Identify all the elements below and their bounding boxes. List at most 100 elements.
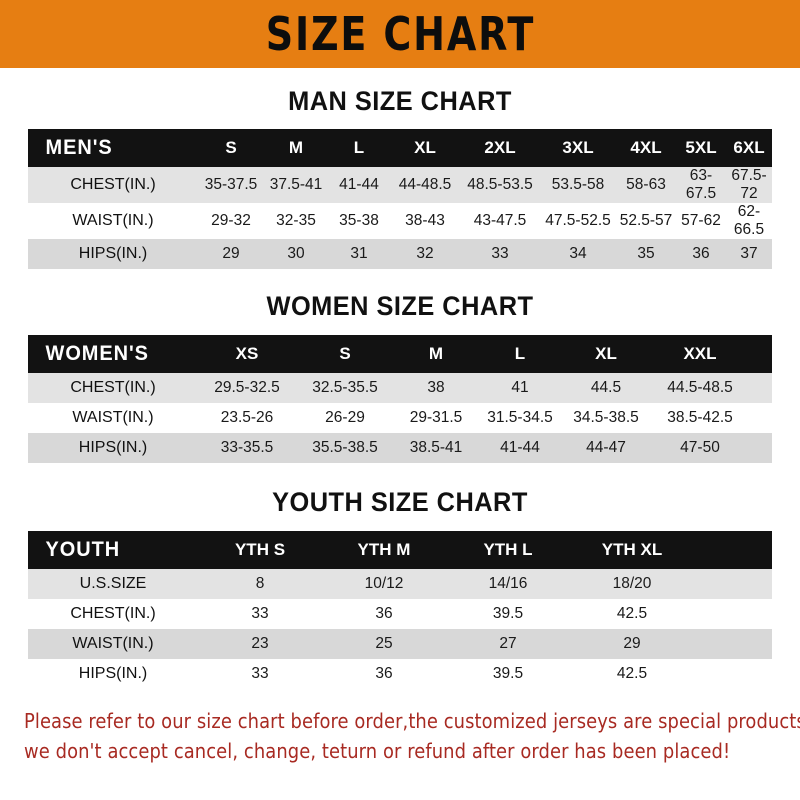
women-waist-xxl: 38.5-42.5 <box>650 403 750 433</box>
man-waist-2xl: 43-47.5 <box>460 203 540 239</box>
women-waist-m: 29-31.5 <box>394 403 478 433</box>
youth-hips-s: 33 <box>198 659 322 689</box>
youth-ussize-l: 14/16 <box>446 569 570 599</box>
man-chest-4xl: 58-63 <box>616 167 676 203</box>
youth-header-spacer <box>694 531 772 569</box>
man-hips-xl: 32 <box>390 239 460 269</box>
man-row-hips-label: HIPS(IN.) <box>28 239 198 269</box>
youth-hips-l: 39.5 <box>446 659 570 689</box>
women-header-size-xs: XS <box>235 344 259 363</box>
man-hips-3xl: 34 <box>540 239 616 269</box>
table-row: HIPS(IN.) 29 30 31 32 33 34 35 36 37 <box>28 239 772 269</box>
man-section: MAN SIZE CHART MEN'S S M L XL 2XL 3XL 4X… <box>0 68 800 269</box>
youth-waist-spacer <box>694 629 772 659</box>
youth-header-size-s: YTH S <box>234 540 286 559</box>
footer-line-2: we don't accept cancel, change, teturn o… <box>24 738 731 763</box>
banner-title: SIZE CHART <box>265 7 535 61</box>
table-row: U.S.SIZE 8 10/12 14/16 18/20 <box>28 569 772 599</box>
women-row-waist-label: WAIST(IN.) <box>28 403 198 433</box>
youth-chest-xl: 42.5 <box>570 599 694 629</box>
youth-header-size-l: YTH L <box>483 540 533 559</box>
youth-row-ussize-label: U.S.SIZE <box>28 569 198 599</box>
man-hips-m: 30 <box>264 239 328 269</box>
youth-row-hips-label: HIPS(IN.) <box>28 659 198 689</box>
women-waist-xs: 23.5-26 <box>198 403 296 433</box>
man-hips-5xl: 36 <box>676 239 726 269</box>
women-size-table: WOMEN'S XS S M L XL XXL CHEST(IN.) 29.5-… <box>28 335 772 463</box>
man-waist-6xl: 62-66.5 <box>726 203 772 239</box>
man-header-label: MEN'S <box>45 136 113 159</box>
women-row-chest-label: CHEST(IN.) <box>28 373 198 403</box>
women-chest-xl: 44.5 <box>562 373 650 403</box>
man-table-header-row: MEN'S S M L XL 2XL 3XL 4XL 5XL 6XL <box>28 129 772 167</box>
women-header-size-l: L <box>514 344 526 363</box>
man-header-size-5xl: 5XL <box>685 138 717 157</box>
size-chart-banner: SIZE CHART <box>0 0 800 68</box>
man-waist-xl: 38-43 <box>390 203 460 239</box>
youth-hips-m: 36 <box>322 659 446 689</box>
women-hips-xl: 44-47 <box>562 433 650 463</box>
youth-row-chest-label: CHEST(IN.) <box>28 599 198 629</box>
youth-header-size-xl: YTH XL <box>601 540 663 559</box>
table-row: WAIST(IN.) 29-32 32-35 35-38 38-43 43-47… <box>28 203 772 239</box>
man-hips-6xl: 37 <box>726 239 772 269</box>
youth-header-label: YOUTH <box>45 538 121 561</box>
man-chest-xl: 44-48.5 <box>390 167 460 203</box>
man-chest-s: 35-37.5 <box>198 167 264 203</box>
man-hips-2xl: 33 <box>460 239 540 269</box>
man-hips-4xl: 35 <box>616 239 676 269</box>
women-hips-m: 38.5-41 <box>394 433 478 463</box>
man-waist-m: 32-35 <box>264 203 328 239</box>
footer-disclaimer: Please refer to our size chart before or… <box>0 689 800 766</box>
man-waist-5xl: 57-62 <box>676 203 726 239</box>
man-header-size-s: S <box>225 138 237 157</box>
youth-ussize-m: 10/12 <box>322 569 446 599</box>
women-header-label: WOMEN'S <box>45 342 149 365</box>
man-header-size-l: L <box>353 138 365 157</box>
table-row: CHEST(IN.) 35-37.5 37.5-41 41-44 44-48.5… <box>28 167 772 203</box>
youth-header-size-m: YTH M <box>357 540 411 559</box>
women-header-size-xxl: XXL <box>683 344 717 363</box>
table-row: HIPS(IN.) 33 36 39.5 42.5 <box>28 659 772 689</box>
man-waist-l: 35-38 <box>328 203 390 239</box>
women-waist-s: 26-29 <box>296 403 394 433</box>
youth-ussize-spacer <box>694 569 772 599</box>
youth-waist-s: 23 <box>198 629 322 659</box>
women-section: WOMEN SIZE CHART WOMEN'S XS S M L XL XXL… <box>0 269 800 463</box>
women-chest-l: 41 <box>478 373 562 403</box>
women-waist-xl: 34.5-38.5 <box>562 403 650 433</box>
women-waist-spacer <box>750 403 772 433</box>
man-header-size-4xl: 4XL <box>630 138 662 157</box>
women-hips-xs: 33-35.5 <box>198 433 296 463</box>
man-size-table: MEN'S S M L XL 2XL 3XL 4XL 5XL 6XL CHEST… <box>28 129 772 269</box>
women-chest-xs: 29.5-32.5 <box>198 373 296 403</box>
table-row: WAIST(IN.) 23 25 27 29 <box>28 629 772 659</box>
women-chest-m: 38 <box>394 373 478 403</box>
youth-ussize-s: 8 <box>198 569 322 599</box>
youth-waist-xl: 29 <box>570 629 694 659</box>
table-row: WAIST(IN.) 23.5-26 26-29 29-31.5 31.5-34… <box>28 403 772 433</box>
man-section-title: MAN SIZE CHART <box>288 86 512 116</box>
youth-section: YOUTH SIZE CHART YOUTH YTH S YTH M YTH L… <box>0 463 800 689</box>
man-header-size-3xl: 3XL <box>562 138 594 157</box>
youth-size-table: YOUTH YTH S YTH M YTH L YTH XL U.S.SIZE … <box>28 531 772 689</box>
table-row: CHEST(IN.) 33 36 39.5 42.5 <box>28 599 772 629</box>
women-chest-xxl: 44.5-48.5 <box>650 373 750 403</box>
youth-ussize-xl: 18/20 <box>570 569 694 599</box>
youth-chest-spacer <box>694 599 772 629</box>
women-chest-s: 32.5-35.5 <box>296 373 394 403</box>
women-section-title: WOMEN SIZE CHART <box>266 291 534 321</box>
women-hips-spacer <box>750 433 772 463</box>
man-chest-3xl: 53.5-58 <box>540 167 616 203</box>
women-header-size-m: M <box>428 344 444 363</box>
youth-waist-l: 27 <box>446 629 570 659</box>
man-hips-l: 31 <box>328 239 390 269</box>
women-header-spacer <box>750 335 772 373</box>
youth-chest-l: 39.5 <box>446 599 570 629</box>
man-waist-s: 29-32 <box>198 203 264 239</box>
youth-hips-spacer <box>694 659 772 689</box>
youth-hips-xl: 42.5 <box>570 659 694 689</box>
women-header-size-xl: XL <box>595 344 617 363</box>
women-header-size-s: S <box>339 344 351 363</box>
women-hips-l: 41-44 <box>478 433 562 463</box>
